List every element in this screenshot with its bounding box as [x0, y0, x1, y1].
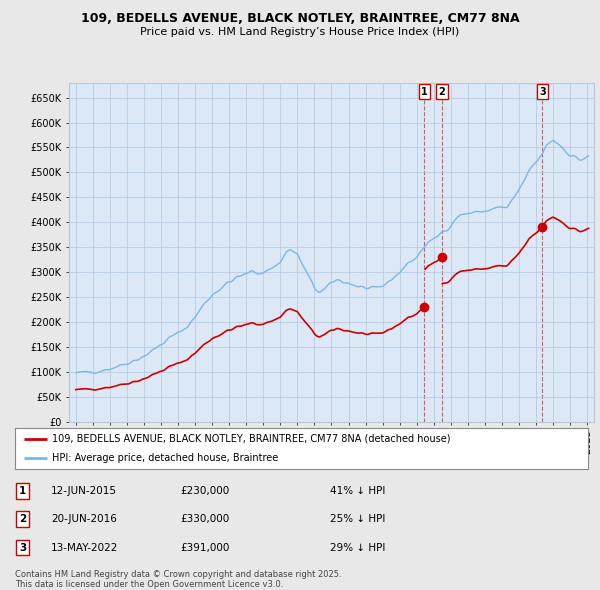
- Text: 20-JUN-2016: 20-JUN-2016: [51, 514, 117, 524]
- Text: Contains HM Land Registry data © Crown copyright and database right 2025.
This d: Contains HM Land Registry data © Crown c…: [15, 570, 341, 589]
- Text: 1: 1: [19, 486, 26, 496]
- Text: Price paid vs. HM Land Registry’s House Price Index (HPI): Price paid vs. HM Land Registry’s House …: [140, 27, 460, 37]
- Text: 3: 3: [19, 543, 26, 552]
- Text: 2: 2: [19, 514, 26, 524]
- Text: 41% ↓ HPI: 41% ↓ HPI: [330, 486, 385, 496]
- Text: £230,000: £230,000: [180, 486, 229, 496]
- Text: 25% ↓ HPI: 25% ↓ HPI: [330, 514, 385, 524]
- Text: £391,000: £391,000: [180, 543, 229, 552]
- Text: 1: 1: [421, 87, 428, 97]
- Text: 109, BEDELLS AVENUE, BLACK NOTLEY, BRAINTREE, CM77 8NA (detached house): 109, BEDELLS AVENUE, BLACK NOTLEY, BRAIN…: [52, 434, 451, 444]
- Text: 109, BEDELLS AVENUE, BLACK NOTLEY, BRAINTREE, CM77 8NA: 109, BEDELLS AVENUE, BLACK NOTLEY, BRAIN…: [80, 12, 520, 25]
- Text: HPI: Average price, detached house, Braintree: HPI: Average price, detached house, Brai…: [52, 453, 278, 463]
- Text: 13-MAY-2022: 13-MAY-2022: [51, 543, 118, 552]
- Text: 12-JUN-2015: 12-JUN-2015: [51, 486, 117, 496]
- Text: 3: 3: [539, 87, 546, 97]
- Text: £330,000: £330,000: [180, 514, 229, 524]
- Text: 29% ↓ HPI: 29% ↓ HPI: [330, 543, 385, 552]
- Text: 2: 2: [439, 87, 445, 97]
